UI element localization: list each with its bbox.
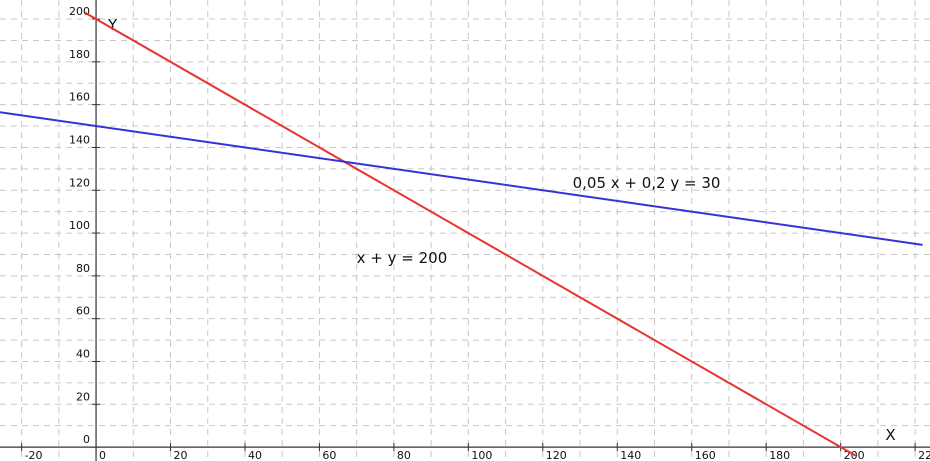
y-tick-label: 160: [69, 91, 90, 104]
y-tick-label: 100: [69, 219, 90, 232]
y-tick-label: 200: [69, 5, 90, 18]
x-axis-label: X: [885, 426, 895, 444]
line: [0, 111, 923, 246]
x-tick-label: 0: [99, 449, 106, 461]
x-tick-label: 220: [918, 449, 930, 461]
x-tick-label: 20: [174, 449, 188, 461]
y-axis-label: Y: [107, 16, 118, 34]
x-tick-label: 40: [248, 449, 262, 461]
y-tick-label: 40: [76, 347, 90, 360]
x-tick-label: 100: [471, 449, 492, 461]
line-label: 0,05 x + 0,2 y = 30: [573, 174, 721, 192]
x-tick-label: -20: [25, 449, 43, 461]
y-tick-label: 120: [69, 176, 90, 189]
y-tick-label: 180: [69, 48, 90, 61]
line-label: x + y = 200: [357, 249, 448, 267]
line: [84, 11, 857, 457]
y-tick-label: 140: [69, 133, 90, 146]
y-tick-label: 0: [83, 433, 90, 446]
y-tick-label: 20: [76, 390, 90, 403]
x-tick-label: 60: [322, 449, 336, 461]
x-tick-label: 80: [397, 449, 411, 461]
x-tick-label: 140: [620, 449, 641, 461]
x-tick-label: 180: [769, 449, 790, 461]
y-tick-label: 60: [76, 305, 90, 318]
x-tick-label: 160: [695, 449, 716, 461]
y-tick-label: 80: [76, 262, 90, 275]
x-tick-label: 120: [546, 449, 567, 461]
